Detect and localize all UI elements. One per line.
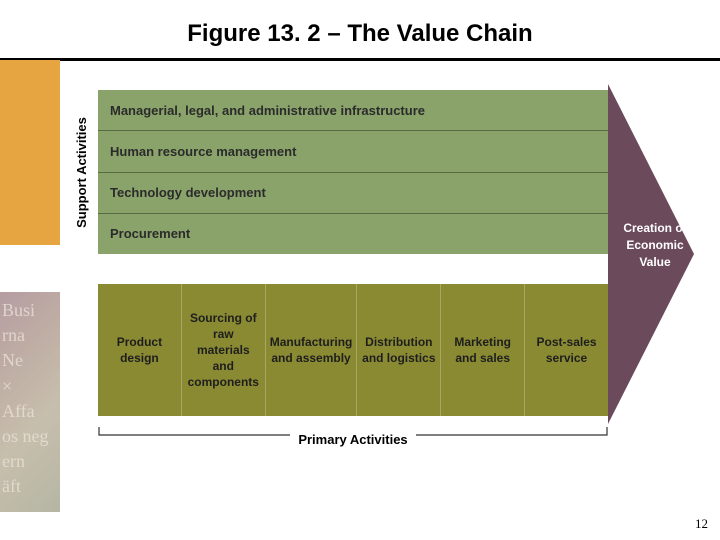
primary-col-label: Product design	[102, 334, 177, 366]
support-activities-block: Managerial, legal, and administrative in…	[98, 90, 608, 254]
support-row-label: Procurement	[110, 226, 190, 241]
primary-activities-axis-text: Primary Activities	[290, 432, 415, 447]
figure-title: Figure 13. 2 – The Value Chain	[0, 0, 720, 58]
support-row-label: Human resource management	[110, 144, 296, 159]
support-row-label: Managerial, legal, and administrative in…	[110, 103, 425, 118]
primary-col: Sourcing of raw materials and components	[182, 284, 266, 416]
primary-activities-block: Product design Sourcing of raw materials…	[98, 284, 608, 416]
primary-col-label: Post-sales service	[529, 334, 604, 366]
creation-of-value-label: Creation of Economic Value	[618, 220, 692, 270]
support-row: Human resource management	[98, 131, 608, 172]
page-number-text: 12	[695, 516, 708, 531]
primary-col: Marketing and sales	[441, 284, 525, 416]
primary-col-label: Distribution and logistics	[361, 334, 436, 366]
support-row: Managerial, legal, and administrative in…	[98, 90, 608, 131]
support-activities-axis-text: Support Activities	[74, 117, 89, 228]
title-underline	[0, 58, 720, 61]
decorative-orange-block	[0, 60, 60, 245]
figure-title-text: Figure 13. 2 – The Value Chain	[187, 20, 532, 47]
primary-col-label: Sourcing of raw materials and components	[186, 310, 261, 391]
primary-col: Post-sales service	[525, 284, 608, 416]
support-row-label: Technology development	[110, 185, 266, 200]
primary-col: Distribution and logistics	[357, 284, 441, 416]
value-chain-diagram: Support Activities Managerial, legal, an…	[70, 90, 700, 450]
support-row: Procurement	[98, 214, 608, 254]
primary-activities-axis-label: Primary Activities	[98, 432, 608, 447]
support-activities-axis-label: Support Activities	[70, 90, 92, 254]
page-number: 12	[695, 516, 708, 532]
creation-of-value-text: Creation of Economic Value	[623, 221, 686, 269]
primary-col: Manufacturing and assembly	[266, 284, 358, 416]
block-gap	[98, 254, 608, 284]
support-row: Technology development	[98, 173, 608, 214]
primary-col: Product design	[98, 284, 182, 416]
decorative-background-texture: BusirnaNe×Affaos negernäft	[0, 292, 60, 512]
primary-col-label: Manufacturing and assembly	[270, 334, 353, 366]
primary-col-label: Marketing and sales	[445, 334, 520, 366]
